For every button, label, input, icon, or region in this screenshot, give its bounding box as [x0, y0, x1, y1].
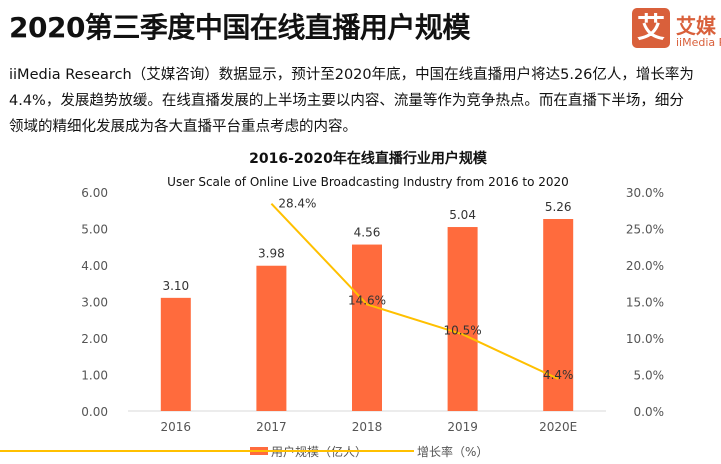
y-left-tick-label: 4.00	[81, 259, 108, 273]
bar	[543, 219, 574, 411]
y-left-tick-label: 6.00	[81, 186, 108, 200]
y-left-tick-label: 5.00	[81, 223, 108, 237]
y-left-tick-label: 3.00	[81, 296, 108, 310]
y-right-tick-label: 20.0%	[626, 259, 664, 273]
paragraph-line: iiMedia Research（艾媒咨询）数据显示，预计至2020年底，中国在…	[9, 67, 694, 83]
x-tick-label: 2019	[447, 420, 478, 434]
line-data-label: 28.4%	[278, 197, 316, 211]
y-right-tick-label: 5.0%	[634, 369, 665, 383]
bar-data-label: 3.98	[258, 247, 285, 261]
description-paragraph: iiMedia Research（艾媒咨询）数据显示，预计至2020年底，中国在…	[9, 62, 721, 140]
y-left-tick-label: 2.00	[81, 332, 108, 346]
logo-name-cn: 艾媒	[676, 14, 716, 38]
line-data-label: 10.5%	[444, 323, 482, 337]
page-title: 2020第三季度中国在线直播用户规模	[9, 11, 470, 44]
bar	[352, 244, 382, 411]
line-data-label: 4.4%	[543, 368, 574, 382]
legend: 用户规模（亿人） 增长率（%）	[0, 444, 488, 459]
y-left-tick-label: 0.00	[81, 405, 108, 419]
y-right-tick-label: 25.0%	[626, 223, 664, 237]
logo-mark: 艾	[632, 8, 670, 48]
y-right-tick-label: 10.0%	[626, 332, 664, 346]
line-data-label: 14.6%	[348, 293, 386, 307]
y-right-tick-label: 15.0%	[626, 296, 664, 310]
bar-data-label: 4.56	[354, 226, 381, 240]
bar	[447, 227, 478, 411]
y-right-tick-label: 30.0%	[626, 186, 664, 200]
bar-data-label: 3.10	[162, 279, 189, 293]
x-tick-label: 2020E	[539, 420, 577, 434]
paragraph-line: 4.4%，发展趋势放缓。在线直播发展的上半场主要以内容、流量等作为竞争热点。而在…	[9, 93, 684, 109]
x-tick-label: 2018	[352, 420, 383, 434]
bar-data-label: 5.26	[545, 200, 572, 214]
legend-line-label: 增长率（%）	[417, 444, 488, 459]
x-tick-label: 2016	[161, 420, 192, 434]
paragraph-line: 领域的精细化发展成为各大直播平台重点考虑的内容。	[9, 119, 357, 135]
bar-data-label: 5.04	[449, 208, 476, 222]
growth-line	[270, 202, 559, 380]
chart-title: 2016-2020年在线直播行业用户规模	[249, 150, 488, 167]
x-tick-label: 2017	[256, 420, 287, 434]
y-right-tick-label: 0.0%	[634, 405, 665, 419]
bar	[256, 265, 287, 411]
chart-subtitle: User Scale of Online Live Broadcasting I…	[167, 175, 569, 189]
iimedia-logo: 艾 艾媒 iiMedia R	[632, 8, 721, 56]
y-left-tick-label: 1.00	[81, 369, 108, 383]
bar	[160, 297, 191, 411]
logo-name-en: iiMedia R	[676, 36, 721, 49]
